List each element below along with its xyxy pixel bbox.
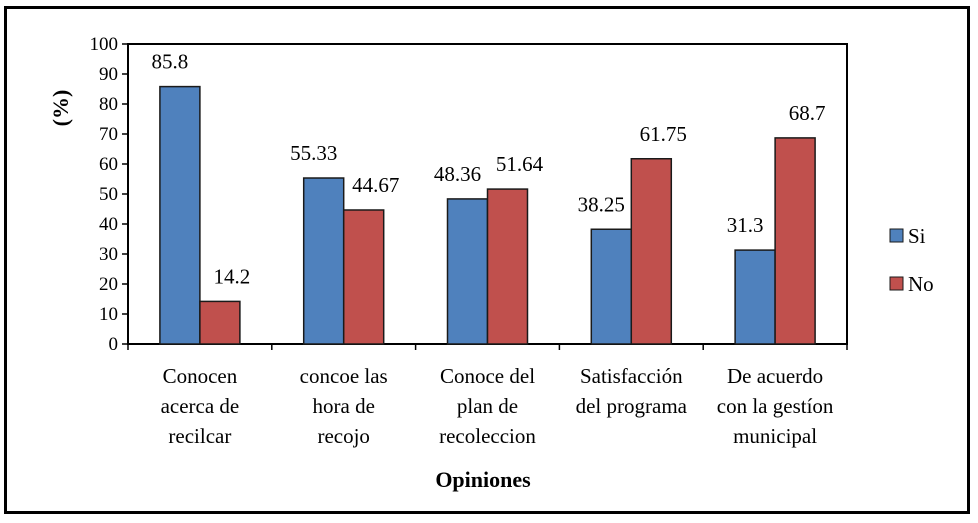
bar-si: [734, 249, 776, 345]
y-axis: 0 10 20 30 40 50 60 70 80 90 100: [90, 34, 128, 355]
data-labels: 85.8 55.33 48.36 38.25 31.3 14.2 44.67 51.64 61.…: [152, 50, 826, 289]
bar-no: [630, 158, 673, 345]
bar-no: [199, 300, 241, 345]
data-label-no: 14.2: [214, 264, 251, 288]
y-tick-label: 30: [99, 244, 118, 265]
y-tick-label: 100: [90, 34, 119, 55]
legend: Si No: [889, 224, 934, 296]
bar-si: [302, 177, 345, 345]
data-label-si: 31.3: [727, 213, 764, 237]
bar-si: [159, 85, 201, 345]
legend-swatch-no: [889, 276, 904, 291]
y-axis-title: (%): [48, 90, 73, 127]
bar-no: [774, 137, 816, 345]
y-tick-label: 0: [109, 334, 119, 355]
bar-si: [446, 198, 489, 345]
data-label-si: 38.25: [578, 192, 625, 216]
data-label-no: 44.67: [352, 173, 399, 197]
data-label-si: 55.33: [290, 141, 337, 165]
y-tick-label: 80: [99, 94, 118, 115]
x-tick-label: concoe las hora de recojo: [300, 364, 388, 448]
bars: [159, 85, 816, 345]
bar-no: [486, 188, 529, 345]
legend-label-no: No: [908, 272, 934, 296]
bar-si: [590, 228, 633, 345]
x-axis: Conocen acerca de recilcar concoe las hora d…: [127, 344, 848, 448]
legend-swatch-si: [889, 228, 904, 243]
data-label-si: 85.8: [152, 50, 189, 74]
x-tick-label: Conocen acerca de recilcar: [161, 364, 240, 448]
x-tick-label: Satisfacción del programa: [576, 364, 688, 418]
data-label-no: 51.64: [496, 152, 544, 176]
x-tick-label: Conoce del plan de recoleccion: [439, 364, 536, 448]
x-tick-label: De acuerdo con la gestíon municipal: [717, 364, 834, 448]
y-tick-label: 50: [99, 184, 118, 205]
legend-label-si: Si: [908, 224, 926, 248]
data-label-si: 48.36: [434, 162, 481, 186]
data-label-no: 68.7: [789, 101, 826, 125]
y-tick-label: 60: [99, 154, 118, 175]
data-label-no: 61.75: [640, 122, 687, 146]
y-tick-label: 90: [99, 64, 118, 85]
y-tick-label: 70: [99, 124, 118, 145]
y-tick-label: 10: [99, 304, 118, 325]
y-tick-label: 40: [99, 214, 118, 235]
y-tick-label: 20: [99, 274, 118, 295]
bar-no: [342, 209, 385, 345]
x-axis-title: Opiniones: [435, 467, 531, 492]
